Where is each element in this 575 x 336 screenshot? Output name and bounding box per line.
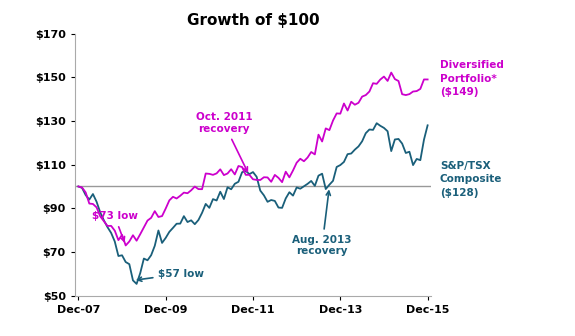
Text: $57 low: $57 low xyxy=(137,269,205,281)
Text: Diversified
Portfolio*
($149): Diversified Portfolio* ($149) xyxy=(440,60,504,97)
Text: $73 low: $73 low xyxy=(92,211,138,241)
Text: S&P/TSX
Composite
($128): S&P/TSX Composite ($128) xyxy=(440,161,502,198)
Text: Oct. 2011
recovery: Oct. 2011 recovery xyxy=(196,113,252,171)
Text: Aug. 2013
recovery: Aug. 2013 recovery xyxy=(292,191,352,256)
Title: Growth of $100: Growth of $100 xyxy=(187,13,319,28)
